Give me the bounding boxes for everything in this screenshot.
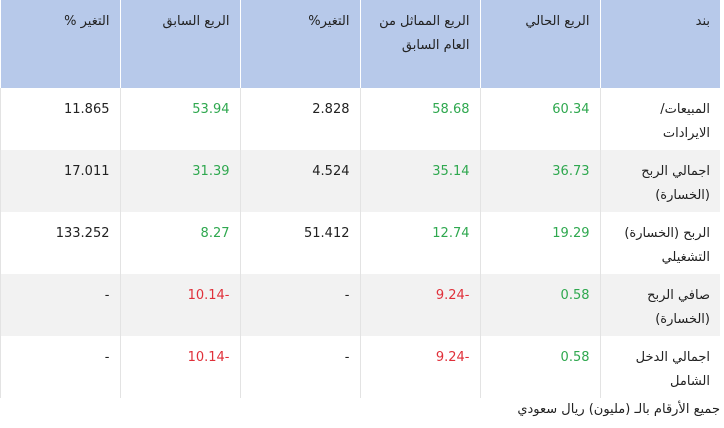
value-cell: - [239,336,360,398]
row-label: المبيعات/ الايرادات [599,88,720,150]
table-row: اجمالي الربح (الخسارة) 36.73 35.14 4.524 31.… [0,150,720,212]
value-cell: 133.252 [0,212,120,274]
footnote: جميع الأرقام بالـ (مليون) ريال سعودي [517,402,720,417]
value-cell: 36.73 [479,150,600,212]
value-cell: -10.14 [119,336,240,398]
row-label: صافي الربح (الخسارة) [599,274,720,336]
financial-table: بند الربع الحالي الربع المماثل من العام ال… [0,0,720,398]
header-cell: التغير % [0,0,120,88]
value-cell: 19.29 [479,212,600,274]
value-cell: 31.39 [119,150,240,212]
header-cell: بند [599,0,720,88]
value-cell: 35.14 [359,150,480,212]
value-cell: - [0,274,120,336]
value-cell: 60.34 [479,88,600,150]
row-label: اجمالي الربح (الخسارة) [599,150,720,212]
value-cell: -10.14 [119,274,240,336]
table-row: المبيعات/ الايرادات 60.34 58.68 2.828 53.94 1… [0,88,720,150]
row-label: اجمالي الدخل الشامل [599,336,720,398]
header-cell: الربع الحالي [479,0,600,88]
value-cell: 0.58 [479,336,600,398]
value-cell: 0.58 [479,274,600,336]
table-body: المبيعات/ الايرادات 60.34 58.68 2.828 53.94 1… [0,88,720,398]
table-row: الربح (الخسارة) التشغيلي 19.29 12.74 51.412… [0,212,720,274]
value-cell: -9.24 [359,274,480,336]
value-cell: 2.828 [239,88,360,150]
value-cell: 8.27 [119,212,240,274]
value-cell: 4.524 [239,150,360,212]
table-row: صافي الربح (الخسارة) 0.58 -9.24- -10.14- [0,274,720,336]
value-cell: 58.68 [359,88,480,150]
value-cell: 11.865 [0,88,120,150]
value-cell: -9.24 [359,336,480,398]
table-row: اجمالي الدخل الشامل 0.58 -9.24- -10.14- [0,336,720,398]
header-row: بند الربع الحالي الربع المماثل من العام ال… [0,0,720,88]
value-cell: 17.011 [0,150,120,212]
value-cell: - [0,336,120,398]
value-cell: 53.94 [119,88,240,150]
value-cell: 12.74 [359,212,480,274]
header-cell: الربع المماثل من العام السابق [359,0,480,88]
header-cell: الربع السابق [119,0,240,88]
row-label: الربح (الخسارة) التشغيلي [599,212,720,274]
value-cell: - [239,274,360,336]
value-cell: 51.412 [239,212,360,274]
header-cell: التغير% [239,0,360,88]
